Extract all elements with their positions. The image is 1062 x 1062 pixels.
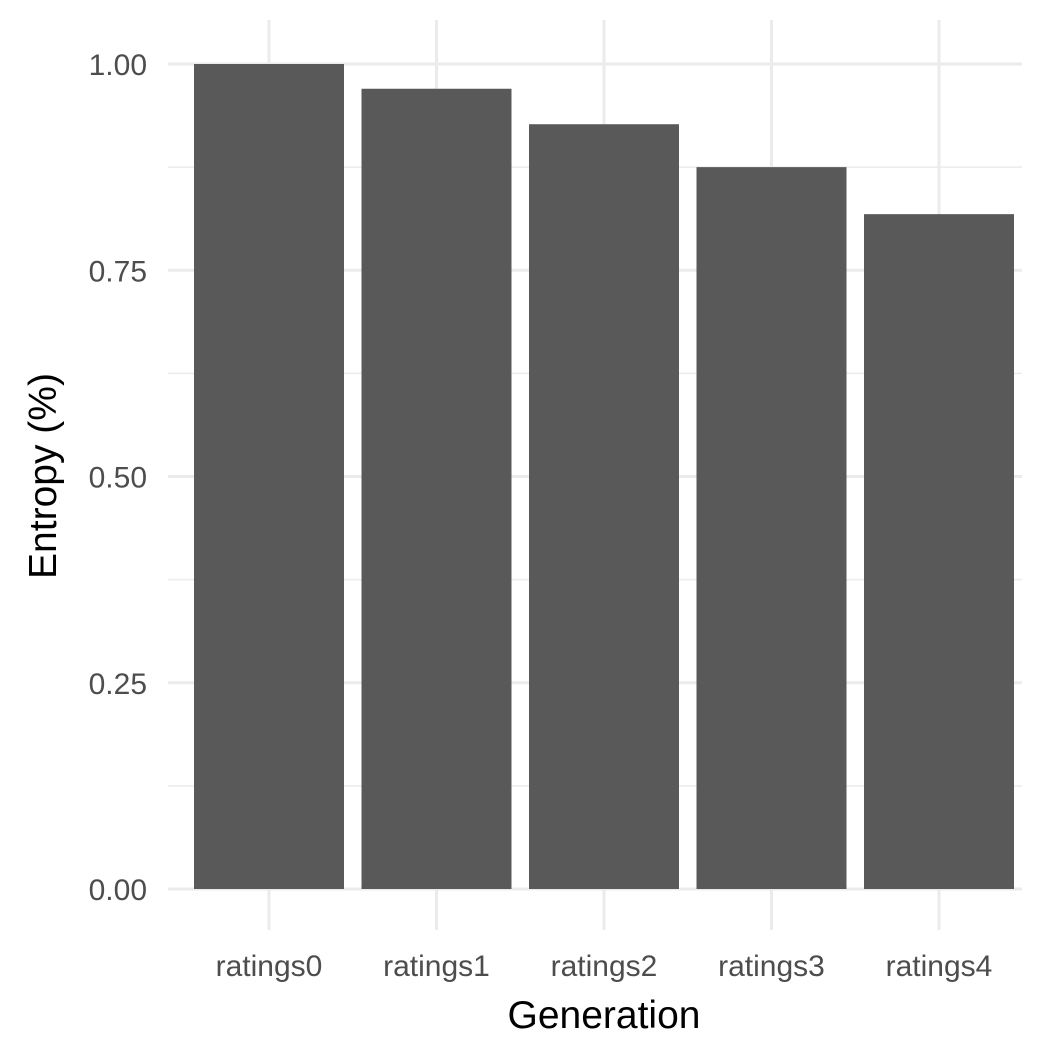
x-tick-label: ratings4 — [886, 950, 993, 983]
x-tick-label: ratings0 — [216, 950, 323, 983]
x-tick-labels: ratings0 ratings1 ratings2 ratings3 ratings4 — [216, 950, 993, 983]
bar-ratings3 — [696, 167, 847, 889]
y-tick-label: 1.00 — [89, 49, 147, 82]
bar-ratings1 — [361, 88, 512, 889]
y-tick-label: 0.75 — [89, 255, 147, 288]
bars — [194, 64, 1014, 890]
x-tick-label: ratings2 — [551, 950, 658, 983]
y-tick-label: 0.00 — [89, 874, 147, 907]
bar-ratings0 — [194, 64, 344, 889]
x-tick-label: ratings3 — [718, 950, 825, 983]
x-tick-label: ratings1 — [383, 950, 490, 983]
y-axis-title: Entropy (%) — [22, 373, 65, 579]
x-axis-title: Generation — [508, 994, 701, 1037]
bar-ratings2 — [529, 124, 679, 890]
y-tick-label: 0.25 — [89, 668, 147, 701]
bar-ratings4 — [864, 214, 1014, 889]
y-tick-labels: 0.00 0.25 0.50 0.75 1.00 — [89, 49, 147, 907]
y-tick-label: 0.50 — [89, 462, 147, 495]
